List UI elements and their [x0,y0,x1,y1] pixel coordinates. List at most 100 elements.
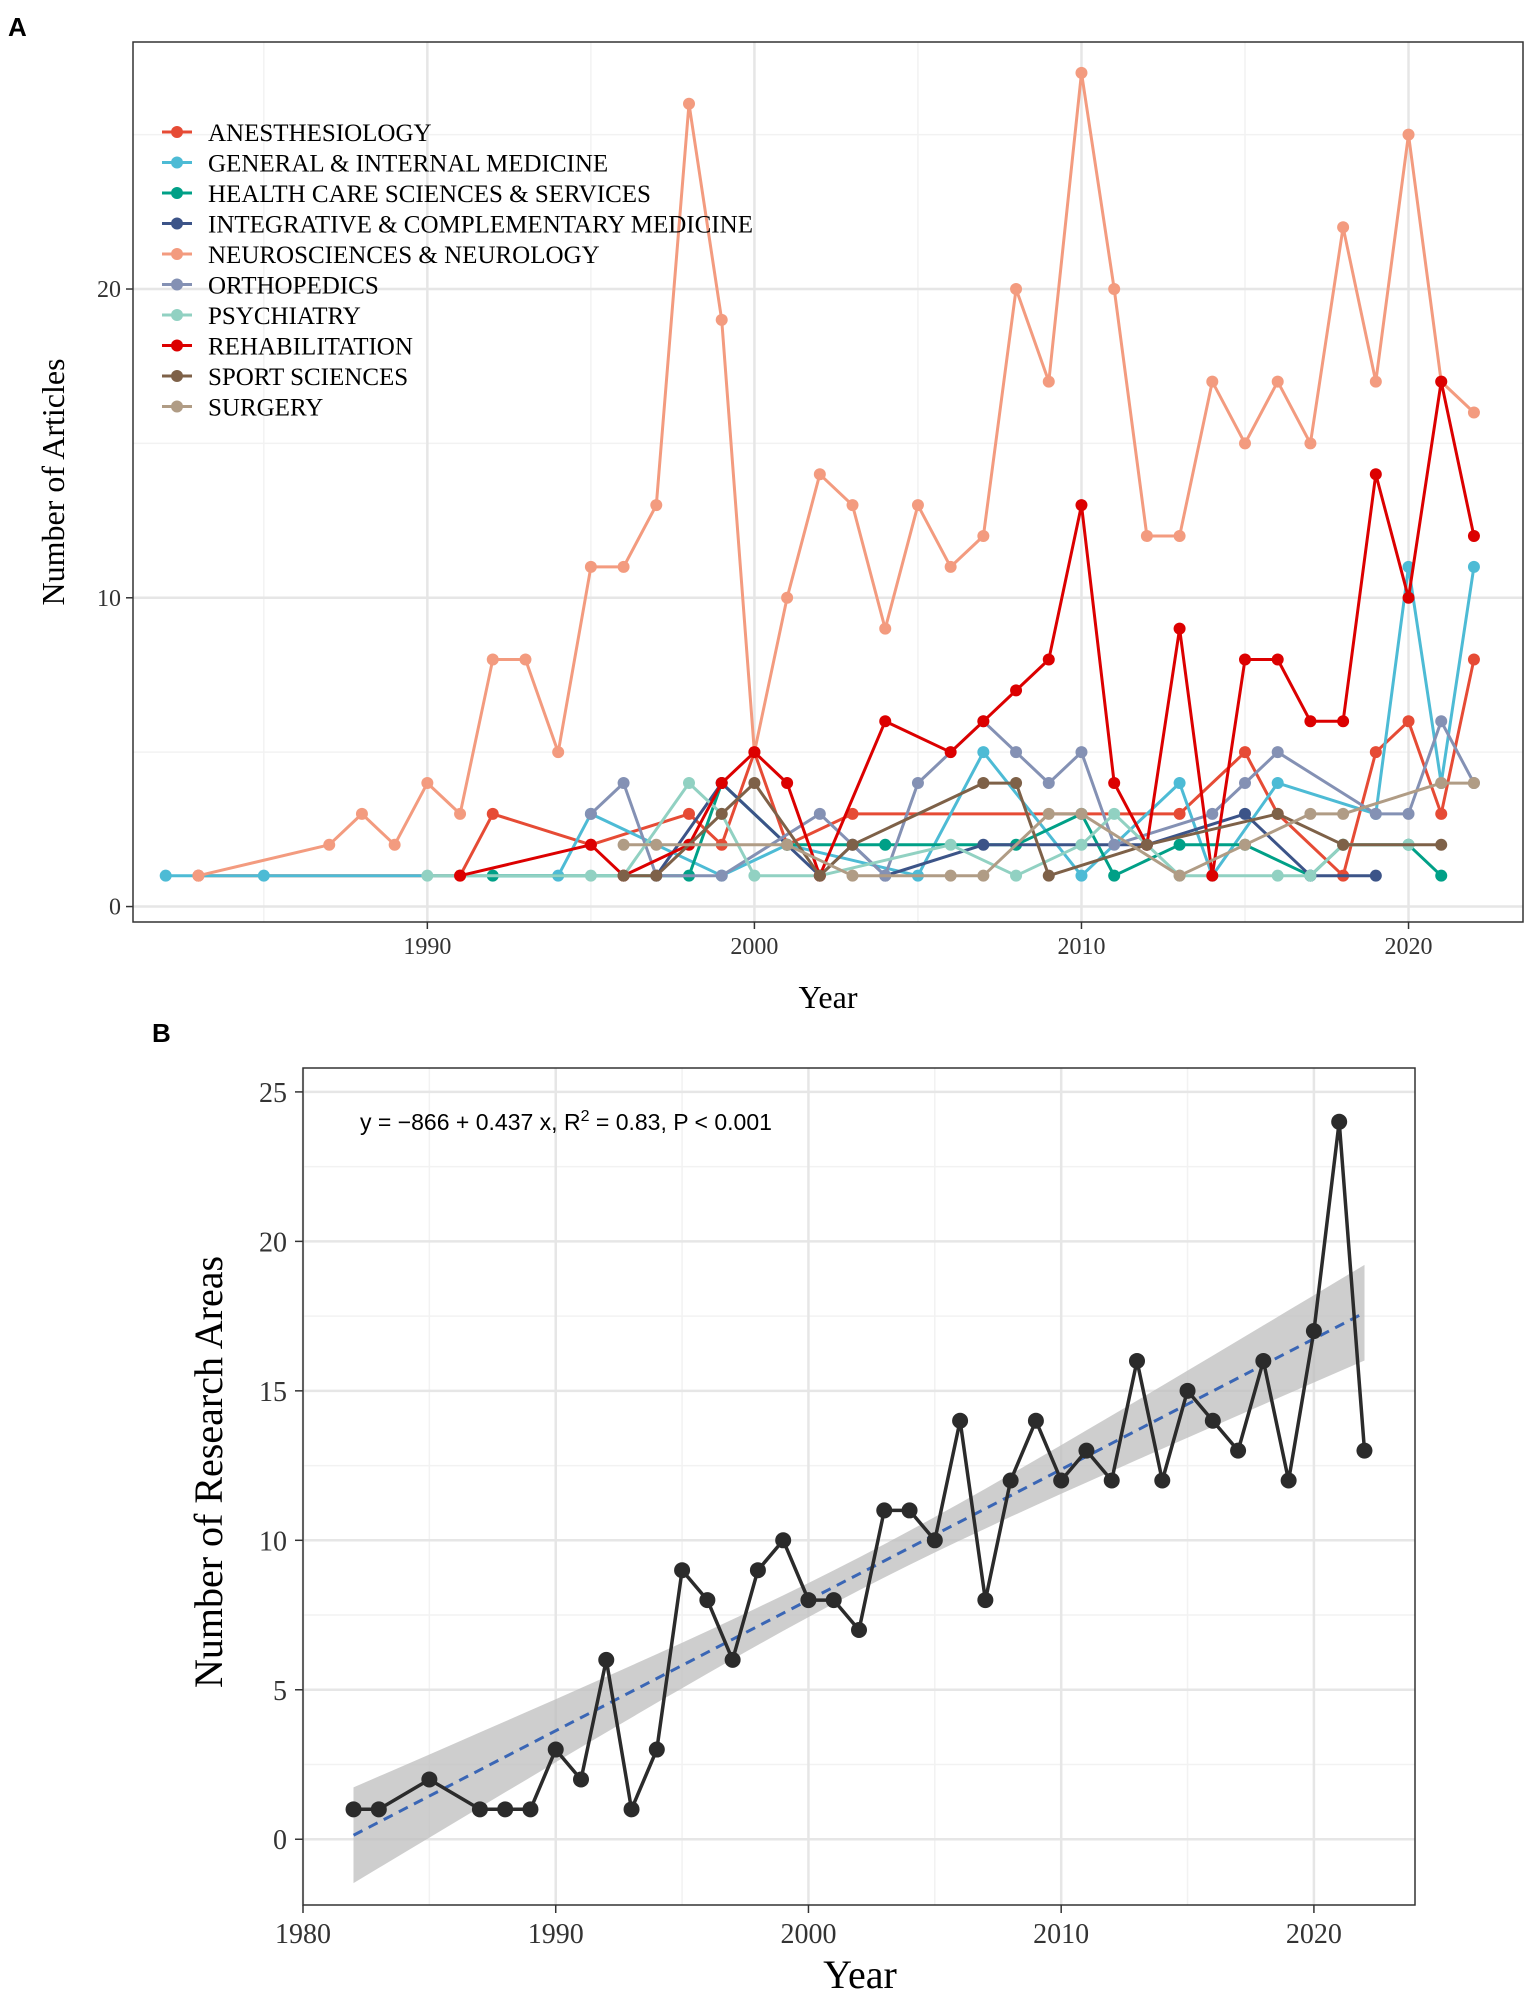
data-point [370,1801,387,1818]
data-point [1337,807,1350,820]
data-point [901,1502,918,1519]
data-point [1337,715,1350,728]
data-point [1369,869,1382,882]
panel-a-ylabel: Number of Articles [35,358,71,605]
legend-marker [171,248,183,260]
data-point [1467,653,1480,666]
data-point [800,1592,817,1609]
legend-marker [171,126,183,138]
data-point [1075,746,1088,759]
legend-item: ORTHOPEDICS [162,273,379,300]
data-point [584,838,597,851]
data-point [1027,1412,1044,1429]
panel-b-xlabel: Year [823,1952,897,1997]
legend-item: ANESTHESIOLOGY [162,120,432,147]
data-point [1271,746,1284,759]
data-point [1239,653,1251,666]
series-line [655,781,1376,878]
data-point [1002,1472,1019,1489]
legend-item: HEALTH CARE SCIENCES & SERVICES [162,181,651,208]
series-sport-sciences [617,777,1448,882]
x-tick-label: 1980 [275,1919,331,1950]
data-point [944,560,957,573]
data-point [1129,1352,1145,1369]
data-point [1179,1382,1196,1399]
legend-item: NEUROSCIENCES & NEUROLOGY [162,242,600,269]
data-point [724,1651,741,1668]
legend-marker [171,217,183,230]
data-point [846,499,859,512]
data-point [486,653,499,666]
legend-item: INTEGRATIVE & COMPLEMENTARY MEDICINE [162,212,753,239]
data-point [1304,715,1317,728]
data-point [977,777,990,790]
x-tick-label: 2010 [1057,934,1105,960]
data-point [454,869,467,882]
series-rehabilitation [454,375,1480,882]
series-anesthesiology [192,653,1480,882]
data-point [813,869,826,882]
data-point [1467,530,1480,543]
data-point [1467,406,1480,419]
data-point [911,777,924,790]
legend-item: PSYCHIATRY [162,303,361,330]
data-point [1369,746,1382,759]
legend-marker [171,339,183,352]
legend-marker [171,370,183,382]
data-point [454,807,467,820]
data-point [926,1532,943,1549]
data-point [1337,221,1350,234]
data-point [519,653,532,666]
data-point [977,746,990,759]
data-point [748,746,761,759]
data-point [617,869,630,882]
data-point [421,1771,438,1788]
data-point [1042,653,1055,666]
data-point [617,838,630,851]
data-point [944,869,957,882]
legend-label: PSYCHIATRY [208,303,361,330]
legend-item: GENERAL & INTERNAL MEDICINE [162,151,608,178]
data-point [1255,1352,1272,1369]
x-tick-label: 2000 [780,1919,836,1950]
data-point [1108,283,1121,296]
data-point [1103,1472,1120,1489]
data-point [1010,283,1023,296]
data-point [879,715,892,728]
data-point [497,1801,514,1818]
data-point [1435,375,1448,388]
data-point [1435,838,1448,851]
legend-item: SURGERY [162,395,323,422]
data-point [650,499,663,512]
data-point [1075,807,1088,820]
legend-marker [171,278,183,291]
y-tick-label: 25 [259,1078,287,1109]
legend-item: REHABILITATION [162,334,413,361]
data-point [1271,375,1284,388]
data-point [715,807,728,820]
legend-label: REHABILITATION [208,334,413,361]
panel-b-label: B [152,1018,171,1048]
data-point [552,746,565,759]
y-tick-label: 10 [97,586,121,612]
fit-line [352,1311,1366,1837]
x-tick-label: 2020 [1286,1919,1342,1950]
data-point [1173,838,1186,851]
data-point [598,1651,615,1668]
data-point [1305,1323,1322,1340]
series-surgery [617,777,1480,882]
data-point [1140,838,1153,851]
data-point [617,560,630,573]
data-point [775,1532,792,1549]
data-point [1075,869,1088,882]
data-point [879,622,892,635]
panel-b-ylabel: Number of Research Areas [186,1256,231,1688]
data-point [421,777,434,790]
data-point [911,499,924,512]
data-point [1402,715,1415,728]
y-tick-label: 10 [259,1526,287,1557]
data-point [345,1801,362,1818]
panel-b: B 1980 1990 2000 2010 2020 0 5 10 15 20 25 y = −86… [152,1018,1416,1997]
data-point [1154,1472,1171,1489]
data-point [813,807,826,820]
